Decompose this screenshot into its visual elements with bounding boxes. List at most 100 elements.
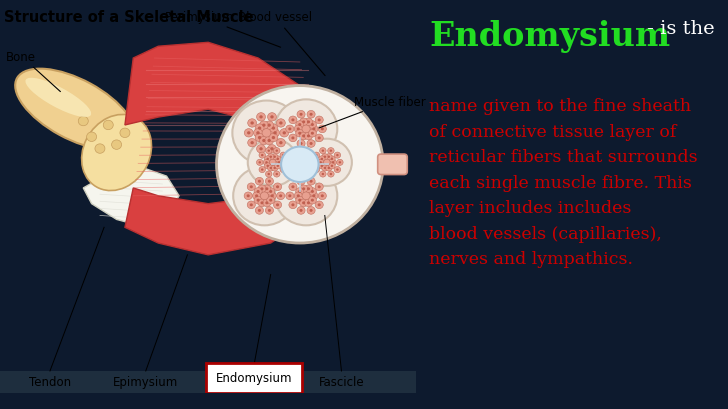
Circle shape (317, 160, 324, 166)
Circle shape (331, 165, 333, 168)
Circle shape (312, 128, 315, 131)
Circle shape (261, 169, 264, 171)
Circle shape (309, 114, 312, 117)
Circle shape (268, 166, 274, 172)
Circle shape (324, 167, 326, 170)
Circle shape (256, 132, 260, 135)
Circle shape (250, 142, 254, 145)
Bar (271, 164, 291, 166)
Circle shape (317, 119, 321, 122)
Circle shape (262, 139, 266, 143)
Circle shape (258, 162, 261, 164)
Circle shape (311, 124, 314, 127)
Circle shape (302, 139, 352, 187)
Circle shape (258, 186, 266, 193)
Circle shape (307, 140, 315, 148)
Circle shape (300, 186, 308, 193)
Circle shape (258, 200, 266, 207)
Circle shape (309, 197, 317, 204)
Circle shape (296, 121, 304, 129)
Circle shape (269, 191, 272, 193)
Circle shape (276, 204, 279, 207)
Circle shape (324, 160, 330, 166)
Circle shape (261, 193, 269, 200)
Circle shape (311, 160, 317, 166)
Circle shape (309, 188, 317, 196)
Ellipse shape (15, 70, 135, 151)
Circle shape (265, 188, 269, 191)
Circle shape (264, 160, 270, 166)
Polygon shape (83, 165, 179, 228)
Circle shape (304, 133, 312, 140)
Circle shape (334, 167, 341, 173)
Circle shape (322, 154, 328, 160)
Circle shape (289, 117, 297, 124)
Circle shape (248, 184, 256, 191)
Circle shape (266, 178, 274, 186)
Text: Blood vessel: Blood vessel (238, 11, 325, 76)
Circle shape (256, 113, 266, 122)
Circle shape (261, 188, 264, 191)
Circle shape (253, 193, 261, 200)
Circle shape (334, 153, 341, 159)
Circle shape (310, 126, 318, 133)
Circle shape (267, 124, 271, 128)
Circle shape (309, 209, 312, 212)
Circle shape (248, 139, 298, 187)
Circle shape (259, 116, 263, 119)
Circle shape (250, 122, 254, 125)
Circle shape (320, 158, 323, 161)
Circle shape (271, 129, 280, 138)
Circle shape (311, 133, 314, 135)
Circle shape (247, 132, 250, 135)
Circle shape (268, 209, 271, 212)
Circle shape (336, 160, 343, 166)
Circle shape (297, 207, 305, 215)
Circle shape (289, 135, 297, 142)
Circle shape (307, 188, 310, 191)
Circle shape (291, 119, 295, 122)
Circle shape (307, 111, 315, 119)
Circle shape (277, 193, 285, 200)
Circle shape (328, 167, 330, 170)
Circle shape (269, 160, 276, 166)
Circle shape (270, 148, 274, 151)
Circle shape (319, 163, 325, 169)
Circle shape (328, 163, 335, 169)
Circle shape (322, 173, 324, 176)
Circle shape (266, 197, 274, 204)
Circle shape (267, 139, 271, 143)
Circle shape (255, 195, 258, 198)
Circle shape (300, 200, 308, 207)
Circle shape (275, 167, 337, 226)
Circle shape (259, 137, 269, 145)
Circle shape (262, 124, 266, 128)
Circle shape (250, 186, 253, 189)
Circle shape (266, 158, 269, 161)
Circle shape (279, 195, 282, 198)
Circle shape (320, 171, 326, 178)
Circle shape (274, 167, 276, 170)
Circle shape (315, 117, 323, 124)
Circle shape (321, 128, 324, 131)
Circle shape (296, 188, 304, 196)
Circle shape (258, 180, 261, 183)
Circle shape (256, 145, 266, 154)
Circle shape (233, 167, 296, 226)
Circle shape (296, 197, 304, 204)
Bar (298, 173, 301, 192)
Circle shape (266, 207, 274, 215)
Circle shape (302, 126, 310, 133)
Circle shape (324, 156, 326, 159)
Circle shape (266, 148, 272, 154)
Circle shape (330, 160, 336, 166)
Circle shape (315, 169, 317, 171)
Circle shape (248, 139, 256, 148)
Circle shape (298, 199, 301, 202)
Circle shape (265, 137, 274, 145)
Circle shape (268, 193, 277, 200)
Circle shape (263, 186, 271, 193)
Circle shape (254, 188, 262, 196)
Circle shape (253, 129, 262, 138)
Circle shape (267, 150, 270, 153)
